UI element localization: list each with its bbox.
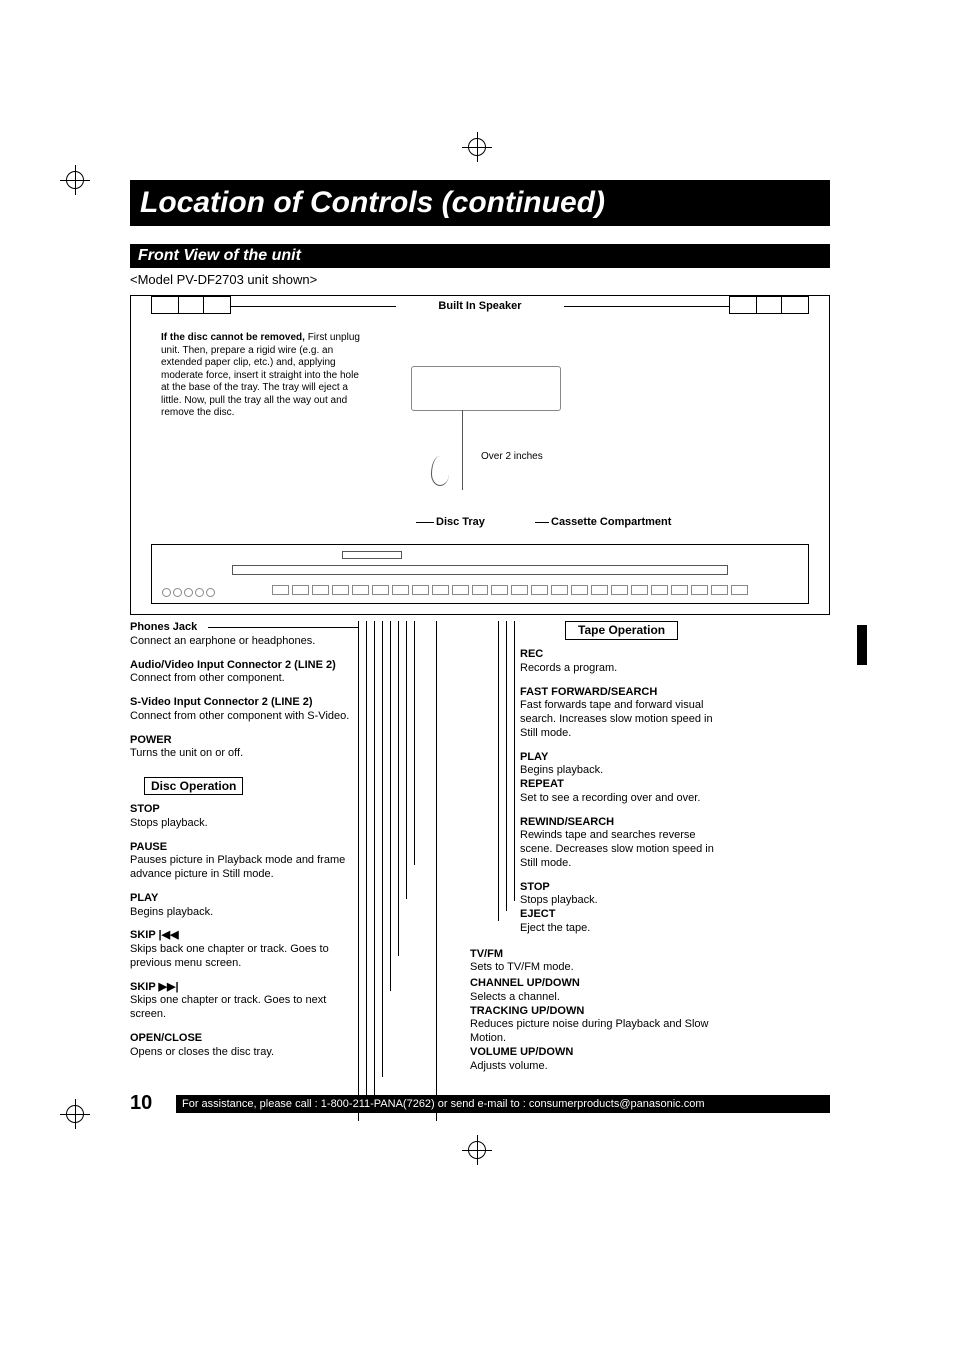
stop-entry: STOP Stops playback. <box>130 803 350 831</box>
entry-desc: Set to see a recording over and over. <box>520 792 700 804</box>
skip-fwd-entry: SKIP ▶▶| Skips one chapter or track. Goe… <box>130 981 350 1022</box>
repeat-entry: REPEAT Set to see a recording over and o… <box>520 778 720 806</box>
unit-front-illustration <box>151 544 809 604</box>
callouts-columns: Phones Jack Connect an earphone or headp… <box>130 621 830 1069</box>
entry-desc: Skips back one chapter or track. Goes to… <box>130 943 329 969</box>
entry-title: POWER <box>130 734 172 746</box>
rewind-entry: REWIND/SEARCH Rewinds tape and searches … <box>520 816 720 871</box>
entry-title: STOP <box>520 881 550 893</box>
entry-desc: Stops playback. <box>130 817 208 829</box>
entry-title: VOLUME UP/DOWN <box>470 1046 573 1058</box>
section-tab <box>857 625 867 665</box>
channel-entry: CHANNEL UP/DOWN Selects a channel. <box>470 977 720 1005</box>
entry-desc: Selects a channel. <box>470 991 560 1003</box>
registration-mark-top <box>462 132 492 162</box>
disc-operation-heading: Disc Operation <box>144 777 243 795</box>
tape-play-entry: PLAY Begins playback. <box>520 751 720 779</box>
entry-title: CHANNEL UP/DOWN <box>470 977 580 989</box>
registration-mark-bottom <box>462 1135 492 1165</box>
entry-desc: Reduces picture noise during Playback an… <box>470 1018 708 1044</box>
entry-title: S-Video Input Connector 2 (LINE 2) <box>130 696 313 708</box>
leader-lines-left <box>358 621 428 1069</box>
entry-title: STOP <box>130 803 160 815</box>
speaker-right-icon <box>729 296 809 314</box>
skip-back-entry: SKIP |◀◀ Skips back one chapter or track… <box>130 929 350 970</box>
entry-desc: Connect from other component with S-Vide… <box>130 710 349 722</box>
open-close-entry: OPEN/CLOSE Opens or closes the disc tray… <box>130 1032 350 1060</box>
disc-removal-note: If the disc cannot be removed, First unp… <box>161 332 366 420</box>
entry-desc: Fast forwards tape and forward visual se… <box>520 699 713 739</box>
entry-desc: Adjusts volume. <box>470 1060 548 1072</box>
registration-mark-left-top <box>60 165 90 195</box>
speaker-label: Built In Speaker <box>438 300 521 312</box>
ff-entry: FAST FORWARD/SEARCH Fast forwards tape a… <box>520 686 720 741</box>
cassette-label: Cassette Compartment <box>551 516 671 528</box>
entry-desc: Begins playback. <box>130 906 213 918</box>
entry-title: PLAY <box>130 892 158 904</box>
entry-title: TRACKING UP/DOWN <box>470 1005 584 1017</box>
entry-title: REC <box>520 648 543 660</box>
page-title: Location of Controls (continued) <box>130 180 830 226</box>
entry-title: OPEN/CLOSE <box>130 1032 202 1044</box>
panel-illustration <box>411 366 561 411</box>
av-input-entry: Audio/Video Input Connector 2 (LINE 2) C… <box>130 659 350 687</box>
entry-desc: Connect an earphone or headphones. <box>130 635 315 647</box>
entry-title: REPEAT <box>520 778 564 790</box>
play-entry: PLAY Begins playback. <box>130 892 350 920</box>
leader-line <box>535 522 549 523</box>
entry-title: PLAY <box>520 751 548 763</box>
tape-operation-heading: Tape Operation <box>565 621 678 640</box>
right-callouts: Tape Operation REC Records a program. FA… <box>520 621 720 1073</box>
model-note: <Model PV-DF2703 unit shown> <box>130 272 830 287</box>
page-content: Location of Controls (continued) Front V… <box>130 180 830 1069</box>
power-entry: POWER Turns the unit on or off. <box>130 734 350 762</box>
entry-desc: Connect from other component. <box>130 672 285 684</box>
note-body: First unplug unit. Then, prepare a rigid… <box>161 332 360 418</box>
entry-desc: Eject the tape. <box>520 922 590 934</box>
entry-desc: Skips one chapter or track. Goes to next… <box>130 994 326 1020</box>
entry-title: PAUSE <box>130 841 167 853</box>
eject-entry: EJECT Eject the tape. <box>520 908 720 936</box>
registration-mark-left-bottom <box>60 1099 90 1129</box>
entry-desc: Records a program. <box>520 662 617 674</box>
entry-title: SKIP ▶▶| <box>130 981 179 993</box>
leader-line <box>564 306 729 307</box>
rec-entry: REC Records a program. <box>520 648 720 676</box>
leader-line <box>231 306 396 307</box>
assistance-bar: For assistance, please call : 1-800-211-… <box>176 1095 830 1113</box>
entry-desc: Pauses picture in Playback mode and fram… <box>130 854 345 880</box>
entry-desc: Stops playback. <box>520 894 598 906</box>
left-callouts: Phones Jack Connect an earphone or headp… <box>130 621 350 1069</box>
entry-desc: Sets to TV/FM mode. <box>470 961 574 973</box>
phones-jack-entry: Phones Jack Connect an earphone or headp… <box>130 621 350 649</box>
entry-title: REWIND/SEARCH <box>520 816 614 828</box>
entry-title: Phones Jack <box>130 621 197 633</box>
entry-desc: Begins playback. <box>520 764 603 776</box>
volume-entry: VOLUME UP/DOWN Adjusts volume. <box>470 1046 720 1074</box>
entry-desc: Opens or closes the disc tray. <box>130 1046 274 1058</box>
entry-title: TV/FM <box>470 948 503 960</box>
entry-title: Audio/Video Input Connector 2 (LINE 2) <box>130 659 336 671</box>
section-title: Front View of the unit <box>130 244 830 268</box>
entry-title: FAST FORWARD/SEARCH <box>520 686 657 698</box>
over-2-inches-label: Over 2 inches <box>481 451 543 462</box>
tracking-entry: TRACKING UP/DOWN Reduces picture noise d… <box>470 1005 720 1046</box>
pause-entry: PAUSE Pauses picture in Playback mode an… <box>130 841 350 882</box>
entry-title: SKIP |◀◀ <box>130 929 179 941</box>
tvfm-entry: TV/FM Sets to TV/FM mode. <box>470 948 720 976</box>
disc-tray-label: Disc Tray <box>436 516 485 528</box>
speaker-left-icon <box>151 296 231 314</box>
svideo-entry: S-Video Input Connector 2 (LINE 2) Conne… <box>130 696 350 724</box>
front-view-diagram: Built In Speaker If the disc cannot be r… <box>130 295 830 615</box>
mid-callouts: TV/FM Sets to TV/FM mode. CHANNEL UP/DOW… <box>470 948 720 1074</box>
entry-title: EJECT <box>520 908 555 920</box>
tape-stop-entry: STOP Stops playback. <box>520 881 720 909</box>
entry-desc: Rewinds tape and searches reverse scene.… <box>520 829 714 869</box>
leader-line <box>416 522 434 523</box>
wire-illustration <box>431 456 449 486</box>
page-footer: 10 For assistance, please call : 1-800-2… <box>130 1092 830 1115</box>
page-number: 10 <box>130 1092 176 1115</box>
entry-desc: Turns the unit on or off. <box>130 747 243 759</box>
note-heading: If the disc cannot be removed, <box>161 332 305 343</box>
